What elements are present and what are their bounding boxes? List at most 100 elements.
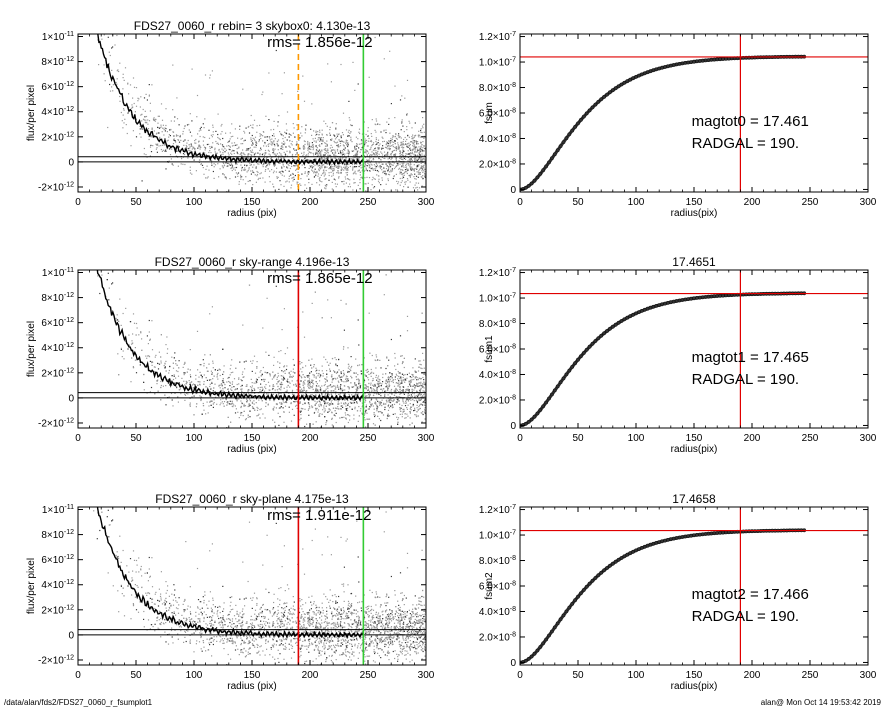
scatter-point — [323, 149, 325, 151]
scatter-point — [387, 169, 389, 171]
scatter-point — [232, 149, 234, 151]
scatter-point — [407, 169, 409, 171]
scatter-point — [163, 129, 165, 131]
scatter-point — [234, 389, 236, 391]
scatter-point — [220, 143, 222, 145]
scatter-point — [408, 144, 410, 146]
scatter-point — [160, 384, 162, 387]
scatter-point — [288, 411, 290, 413]
scatter-point — [247, 405, 249, 408]
scatter-point — [407, 386, 409, 388]
scatter-point — [413, 140, 415, 142]
scatter-point — [303, 380, 305, 383]
radial-profile-line — [97, 34, 365, 167]
scatter-point — [248, 389, 250, 391]
scatter-point — [324, 396, 327, 398]
scatter-point — [333, 134, 335, 136]
scatter-point — [401, 121, 403, 123]
scatter-point — [156, 151, 158, 153]
scatter-point — [296, 129, 298, 131]
scatter-point — [401, 180, 403, 182]
scatter-point — [156, 380, 158, 382]
scatter-point — [338, 369, 340, 371]
scatter-point — [189, 146, 191, 148]
scatter-point — [354, 89, 356, 91]
scatter-point — [212, 142, 214, 144]
scatter-point — [286, 150, 288, 152]
scatter-point — [153, 370, 155, 373]
scatter-point — [190, 376, 192, 378]
scatter-point — [189, 147, 191, 149]
scatter-point — [156, 147, 158, 149]
scatter-point — [107, 126, 109, 129]
scatter-point — [347, 142, 349, 144]
scatter-point — [376, 166, 378, 168]
scatter-point — [238, 147, 240, 149]
scatter-point — [379, 401, 381, 403]
scatter-point — [246, 149, 248, 151]
scatter-point — [328, 172, 330, 174]
scatter-point — [312, 152, 314, 154]
scatter-point — [291, 177, 293, 179]
scatter-point — [389, 165, 391, 167]
scatter-point — [222, 153, 224, 155]
scatter-point — [129, 84, 132, 86]
scatter-point — [211, 381, 213, 383]
scatter-point — [322, 139, 324, 141]
scatter-point — [336, 183, 338, 185]
scatter-point — [289, 150, 291, 152]
scatter-point — [371, 167, 373, 169]
scatter-point — [420, 129, 422, 132]
scatter-point — [236, 395, 238, 397]
scatter-point — [239, 125, 241, 127]
scatter-point — [359, 151, 361, 153]
scatter-point — [275, 160, 277, 162]
scatter-point — [137, 97, 139, 99]
scatter-point — [274, 164, 276, 166]
scatter-point — [381, 383, 383, 385]
scatter-point — [323, 157, 325, 159]
scatter-point — [358, 379, 360, 381]
scatter-point — [390, 388, 393, 391]
scatter-point — [411, 379, 413, 381]
scatter-point — [267, 136, 269, 138]
scatter-point — [387, 400, 390, 402]
scatter-point — [322, 155, 324, 157]
scatter-point — [397, 190, 399, 192]
scatter-point — [144, 110, 146, 112]
scatter-point — [168, 396, 170, 398]
scatter-point — [416, 404, 418, 406]
scatter-point — [405, 417, 407, 419]
scatter-point — [131, 342, 134, 344]
scatter-point — [250, 360, 252, 362]
scatter-point — [302, 146, 304, 148]
scatter-point — [282, 138, 284, 140]
scatter-point — [234, 412, 237, 414]
scatter-point — [147, 343, 149, 345]
scatter-point — [319, 413, 321, 415]
scatter-point — [335, 165, 337, 167]
scatter-point — [346, 166, 348, 168]
scatter-point — [328, 174, 330, 177]
scatter-point — [312, 145, 314, 147]
scatter-point — [410, 163, 412, 165]
scatter-point — [222, 391, 224, 393]
scatter-point — [164, 149, 167, 151]
scatter-point — [332, 165, 334, 168]
scatter-point — [126, 132, 128, 135]
scatter-point — [258, 376, 260, 378]
scatter-point — [410, 406, 412, 408]
scatter-point — [109, 54, 111, 57]
scatter-point — [191, 68, 193, 70]
scatter-point — [189, 169, 191, 171]
scatter-point — [407, 146, 409, 148]
scatter-point — [402, 399, 404, 401]
scatter-point — [401, 154, 403, 156]
fsum-point — [526, 183, 531, 188]
scatter-point — [369, 393, 371, 395]
scatter-point — [358, 147, 360, 149]
y-tick-label: 8×10-12 — [41, 56, 74, 68]
scatter-point — [246, 148, 248, 150]
scatter-point — [210, 370, 212, 372]
scatter-point — [422, 171, 424, 173]
